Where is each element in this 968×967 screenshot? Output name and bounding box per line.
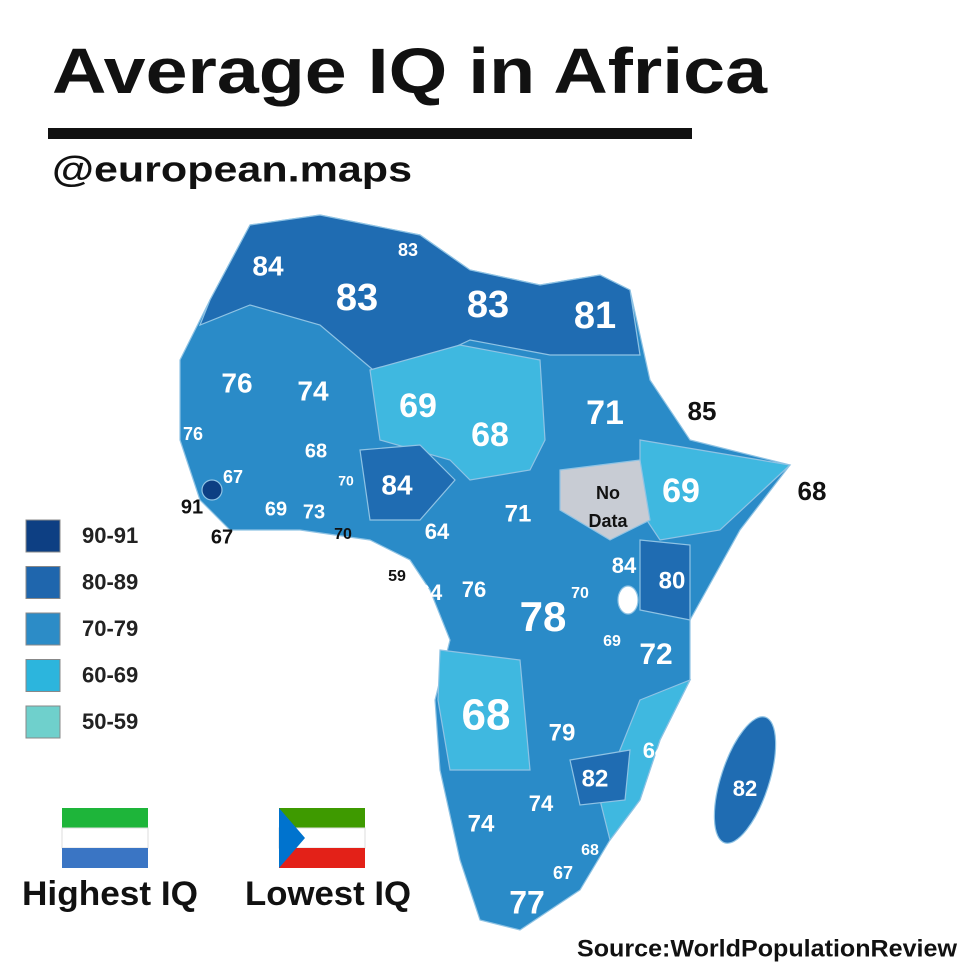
region-label: 76 [462,577,486,602]
region-angola [437,649,531,771]
region-label: 80 [659,567,686,594]
region-label: 84 [612,553,637,578]
region-label: 74 [529,791,554,816]
madagascar [713,716,777,844]
flag-stripe [62,848,148,868]
region-label: 67 [553,863,573,883]
region-label: 84 [381,469,413,500]
legend-label: 90-91 [82,523,138,548]
no-data-label: Data [588,511,628,531]
legend-swatch [25,566,61,599]
region-no-data [559,459,651,541]
legend-swatch [25,659,61,692]
region-label: 64 [643,738,668,763]
region-north [198,214,641,381]
region-label: 74 [468,810,495,837]
title: Average IQ in Africa [52,35,767,107]
region-nigeria [359,444,456,521]
africa-map [179,214,792,931]
region-sierra-leone [201,479,223,501]
no-data-label: No [596,483,620,503]
flag-stripe [279,848,365,868]
region-label: 71 [586,394,624,432]
legend-swatch [25,519,61,553]
region-label: 76 [183,424,203,444]
region-label: 67 [223,467,243,487]
region-label: 64 [418,580,443,605]
legend-label: 60-69 [82,662,138,687]
legend-swatch [25,612,61,646]
region-label: 83 [467,284,509,326]
region-label: 83 [398,240,418,260]
region-label: 70 [338,473,354,489]
lake [617,585,639,615]
legend-label: 70-79 [82,616,138,641]
flag-stripe [279,808,365,828]
lowest-label: Lowest IQ [245,875,411,913]
region-label: 70 [571,585,589,602]
region-label: 70 [334,526,352,543]
region-label: 68 [581,842,599,859]
flag-stripe [61,827,149,849]
title-rule [48,128,692,139]
region-kenya [639,539,691,621]
region-label: 83 [336,277,378,319]
region-label: 67 [211,526,233,548]
region-label: 71 [505,500,532,527]
flag-stripe [62,808,148,828]
region-label: 78 [520,593,567,640]
region-label: 73 [303,501,325,523]
region-label: 68 [305,440,327,462]
region-label: 59 [388,568,406,585]
region-label: 79 [549,719,576,746]
region-label: 77 [509,884,545,920]
region-label: 69 [603,633,621,650]
region-label: 81 [574,295,616,337]
legend-label: 50-59 [82,709,138,734]
legend-swatch [25,705,61,739]
region-label: 68 [471,416,509,454]
source: Source:WorldPopulationReview [577,935,957,962]
legend: 90-91 80-89 70-79 60-69 50-59 [25,519,138,739]
region-label: 68 [798,476,827,506]
legend-label: 80-89 [82,569,138,594]
region-label: 69 [399,387,437,425]
region-label: 76 [221,367,252,398]
region-label: 84 [252,250,284,281]
region-label: 72 [639,638,672,671]
region-labels: 84 83 83 83 81 76 74 69 68 71 85 76 68 67 70 84 69 68 91 69… [181,240,827,921]
region-label: 68 [462,691,511,740]
region-label: 85 [688,396,717,426]
region-label: 64 [425,519,450,544]
region-label: 69 [265,498,287,520]
flag-triangle [279,808,305,868]
region-label: 69 [662,472,700,510]
region-label: 82 [733,776,757,801]
region-label: 91 [181,496,203,518]
flag-equatorial-guinea [278,808,366,868]
region-label: 82 [582,765,609,792]
region-zimbabwe [569,749,631,806]
region-label: 74 [297,375,329,406]
flag-sierra-leone [61,808,149,868]
highest-label: Highest IQ [22,875,198,913]
handle: @european.maps [52,149,412,190]
